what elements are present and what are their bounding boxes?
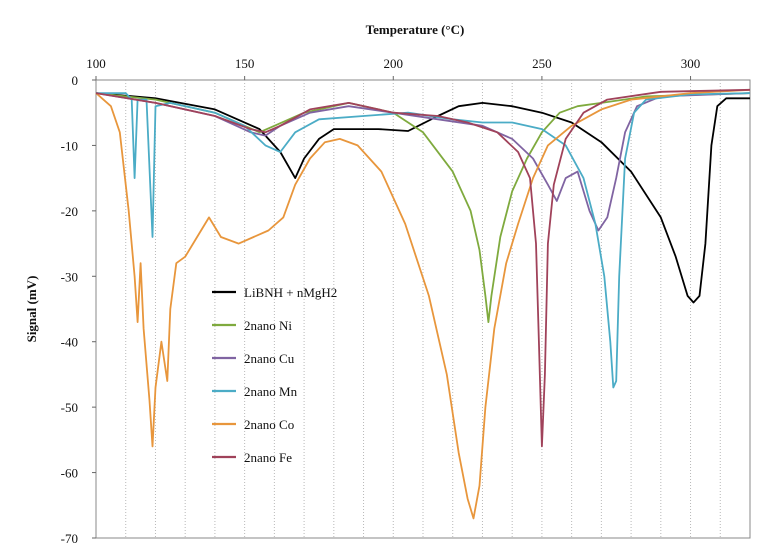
- legend-label: 2nano Co: [244, 417, 294, 432]
- series-lines: [95, 88, 751, 520]
- legend-label: 2nano Ni: [244, 318, 292, 333]
- y-tick-label: -10: [61, 138, 78, 153]
- legend-label: LiBNH + nMgH2: [244, 285, 337, 300]
- legend-label: 2nano Mn: [244, 384, 298, 399]
- y-tick-label: -50: [61, 400, 78, 415]
- y-tick-label: -20: [61, 204, 78, 219]
- x-tick-label: 200: [384, 56, 404, 71]
- x-tick-label: 300: [681, 56, 701, 71]
- legend-label: 2nano Cu: [244, 351, 295, 366]
- legend: LiBNH + nMgH2 2nano Ni 2nano Cu 2nano Mn 2na…: [212, 285, 337, 465]
- axes: 100 150 200 250 300 0 -10 -20 -30 -40 -50 -60 -70: [61, 56, 701, 546]
- series-line-1: [95, 92, 750, 304]
- y-tick-label: 0: [72, 73, 79, 88]
- series-line-3: [95, 92, 751, 232]
- y-tick-label: -30: [61, 269, 78, 284]
- x-tick-label: 250: [532, 56, 552, 71]
- legend-label: 2nano Fe: [244, 450, 292, 465]
- y-axis-title: Signal (mV): [24, 276, 39, 343]
- y-tick-label: -40: [61, 335, 78, 350]
- x-axis-title: Temperature (°C): [366, 22, 465, 37]
- x-tick-label: 150: [235, 56, 255, 71]
- x-tick-label: 100: [86, 56, 106, 71]
- y-tick-label: -70: [61, 531, 78, 546]
- series-line-6: [95, 88, 751, 448]
- grid: [125, 80, 721, 538]
- series-line-5: [95, 88, 751, 520]
- y-tick-label: -60: [61, 466, 78, 481]
- series-line-2: [95, 92, 751, 323]
